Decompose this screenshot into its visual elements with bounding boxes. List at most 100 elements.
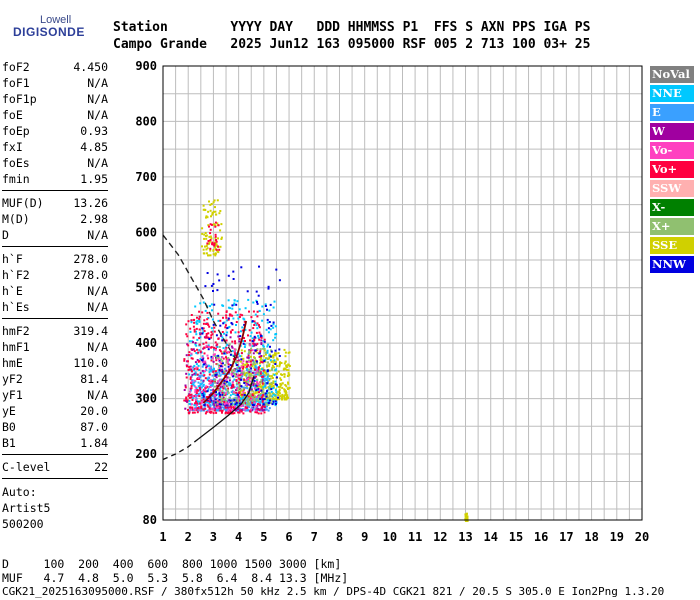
data-point bbox=[273, 352, 276, 355]
data-point bbox=[210, 365, 213, 368]
data-point bbox=[196, 378, 199, 380]
data-point bbox=[224, 387, 226, 390]
data-point bbox=[202, 395, 205, 398]
header-labels: Station YYYY DAY DDD HHMMSS P1 FFS S AXN… bbox=[113, 20, 591, 35]
data-point bbox=[226, 393, 229, 396]
data-point bbox=[214, 370, 217, 373]
data-point bbox=[254, 411, 257, 414]
data-point bbox=[265, 372, 268, 375]
data-point bbox=[252, 342, 255, 345]
data-point bbox=[183, 389, 186, 391]
data-point bbox=[228, 396, 231, 399]
data-point bbox=[253, 401, 256, 404]
data-point bbox=[220, 358, 222, 361]
data-point bbox=[250, 408, 252, 411]
data-point bbox=[242, 408, 244, 411]
data-point bbox=[225, 402, 227, 405]
data-point bbox=[256, 327, 259, 330]
data-point bbox=[240, 378, 243, 381]
data-point bbox=[267, 373, 269, 376]
data-point bbox=[190, 370, 193, 373]
data-point bbox=[251, 340, 254, 343]
data-point bbox=[194, 361, 197, 364]
data-point bbox=[274, 404, 277, 407]
data-point bbox=[276, 392, 279, 395]
data-point bbox=[195, 352, 198, 354]
data-point bbox=[266, 393, 269, 396]
data-point bbox=[239, 407, 242, 410]
data-point bbox=[246, 405, 249, 408]
data-point bbox=[208, 373, 211, 376]
data-point bbox=[191, 373, 194, 376]
data-point bbox=[255, 400, 258, 403]
data-point bbox=[258, 385, 261, 388]
data-point bbox=[214, 371, 217, 374]
data-point bbox=[257, 367, 260, 370]
data-point bbox=[227, 409, 230, 412]
param-fxi: fxI 4.85 bbox=[2, 140, 108, 156]
data-point bbox=[264, 392, 267, 395]
data-point bbox=[242, 395, 245, 398]
data-point bbox=[261, 368, 263, 371]
data-point bbox=[202, 301, 205, 304]
data-point bbox=[259, 348, 262, 351]
data-point bbox=[213, 367, 215, 370]
data-point bbox=[196, 319, 199, 322]
data-point bbox=[227, 383, 230, 386]
param-value: 22 bbox=[94, 460, 108, 474]
data-point bbox=[267, 400, 270, 403]
data-point bbox=[203, 237, 206, 240]
data-point bbox=[238, 381, 240, 384]
data-point bbox=[221, 390, 224, 392]
param-value: 13.26 bbox=[73, 196, 108, 210]
data-point bbox=[193, 321, 196, 324]
data-point bbox=[235, 391, 238, 394]
data-point bbox=[265, 408, 268, 411]
data-point bbox=[247, 399, 250, 402]
data-point bbox=[196, 402, 199, 405]
data-point bbox=[273, 300, 276, 303]
data-point bbox=[285, 385, 288, 388]
data-point bbox=[194, 372, 197, 375]
param-key: foEs bbox=[2, 156, 30, 170]
data-point bbox=[190, 381, 193, 384]
data-point bbox=[201, 232, 204, 235]
data-point bbox=[214, 233, 217, 236]
data-point bbox=[258, 395, 260, 398]
data-point bbox=[201, 311, 204, 314]
data-point bbox=[231, 314, 234, 317]
data-point bbox=[240, 405, 242, 408]
data-point bbox=[198, 310, 201, 313]
data-point bbox=[187, 411, 190, 414]
data-point bbox=[239, 313, 242, 316]
data-point bbox=[202, 331, 205, 334]
data-point bbox=[223, 399, 226, 402]
param-value: N/A bbox=[87, 76, 108, 90]
data-point bbox=[232, 391, 235, 394]
data-point bbox=[253, 376, 256, 379]
data-point bbox=[269, 399, 271, 402]
data-point bbox=[266, 399, 269, 401]
data-point bbox=[229, 353, 232, 356]
data-point bbox=[227, 306, 230, 309]
data-point bbox=[183, 399, 186, 402]
data-point bbox=[209, 397, 212, 400]
data-point bbox=[266, 321, 269, 324]
data-point bbox=[244, 386, 247, 389]
data-point bbox=[213, 394, 216, 397]
data-point bbox=[231, 381, 234, 384]
data-point bbox=[242, 412, 245, 415]
param-key: yE bbox=[2, 404, 16, 418]
data-point bbox=[231, 340, 234, 343]
data-point bbox=[246, 369, 249, 372]
data-point bbox=[186, 343, 189, 346]
data-point bbox=[206, 345, 209, 348]
x-tick-label: 18 bbox=[584, 530, 598, 544]
data-point bbox=[242, 392, 245, 395]
data-point bbox=[234, 375, 237, 378]
data-point bbox=[193, 384, 196, 387]
data-point bbox=[253, 324, 256, 326]
footer-info: CGK21_2025163095000.RSF / 380fx512h 50 k… bbox=[2, 585, 665, 598]
param-hme: hmE 110.0 bbox=[2, 356, 108, 372]
data-point bbox=[213, 406, 216, 409]
